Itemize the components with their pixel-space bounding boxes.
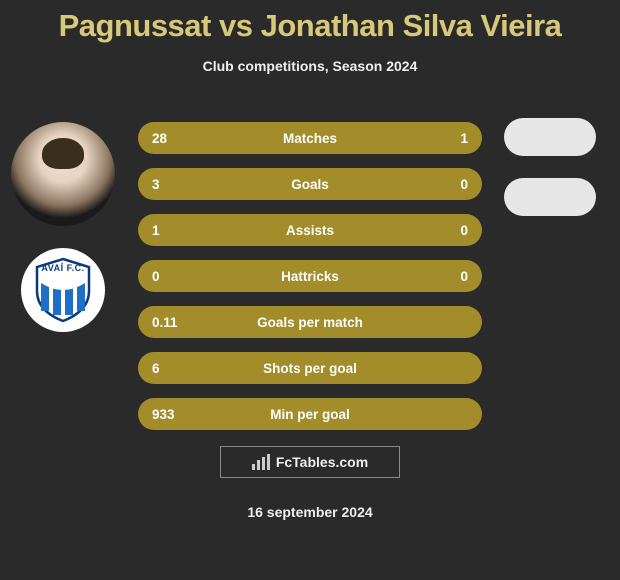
stat-row: 1 Assists 0 xyxy=(138,214,482,246)
stat-row: 28 Matches 1 xyxy=(138,122,482,154)
snapshot-date: 16 september 2024 xyxy=(0,504,620,520)
stat-left-value: 1 xyxy=(152,223,188,238)
player1-avatar xyxy=(11,122,115,226)
stat-label: Goals xyxy=(188,177,432,192)
stat-label: Matches xyxy=(188,131,432,146)
stat-right-value: 0 xyxy=(432,269,468,284)
watermark[interactable]: FcTables.com xyxy=(220,446,400,478)
stat-label: Goals per match xyxy=(188,315,432,330)
stat-label: Assists xyxy=(188,223,432,238)
stat-right-value: 0 xyxy=(432,177,468,192)
stat-row: 933 Min per goal xyxy=(138,398,482,430)
stat-label: Min per goal xyxy=(188,407,432,422)
player2-column xyxy=(500,118,600,216)
comparison-title: Pagnussat vs Jonathan Silva Vieira xyxy=(0,0,620,44)
watermark-text: FcTables.com xyxy=(276,454,368,470)
subtitle: Club competitions, Season 2024 xyxy=(0,58,620,74)
club-shield-icon: AVAÍ F.C. xyxy=(33,257,93,323)
club-badge-text: AVAÍ F.C. xyxy=(33,263,93,273)
stat-left-value: 3 xyxy=(152,177,188,192)
player2-name: Jonathan Silva Vieira xyxy=(261,8,562,43)
stat-label: Hattricks xyxy=(188,269,432,284)
vs-label: vs xyxy=(219,8,252,43)
player1-name: Pagnussat xyxy=(59,8,211,43)
chart-icon xyxy=(252,454,270,470)
player2-avatar-placeholder xyxy=(504,118,596,156)
stat-row: 0.11 Goals per match xyxy=(138,306,482,338)
stat-label: Shots per goal xyxy=(188,361,432,376)
player2-club-placeholder xyxy=(504,178,596,216)
stat-left-value: 28 xyxy=(152,131,188,146)
stat-left-value: 0.11 xyxy=(152,315,188,330)
stat-left-value: 6 xyxy=(152,361,188,376)
stat-left-value: 933 xyxy=(152,407,188,422)
stat-left-value: 0 xyxy=(152,269,188,284)
stat-row: 0 Hattricks 0 xyxy=(138,260,482,292)
player1-club-badge: AVAÍ F.C. xyxy=(21,248,105,332)
stats-table: 28 Matches 1 3 Goals 0 1 Assists 0 0 Hat… xyxy=(138,122,482,430)
stat-row: 6 Shots per goal xyxy=(138,352,482,384)
stat-right-value: 0 xyxy=(432,223,468,238)
player1-column: AVAÍ F.C. xyxy=(8,122,118,332)
stat-row: 3 Goals 0 xyxy=(138,168,482,200)
stat-right-value: 1 xyxy=(432,131,468,146)
